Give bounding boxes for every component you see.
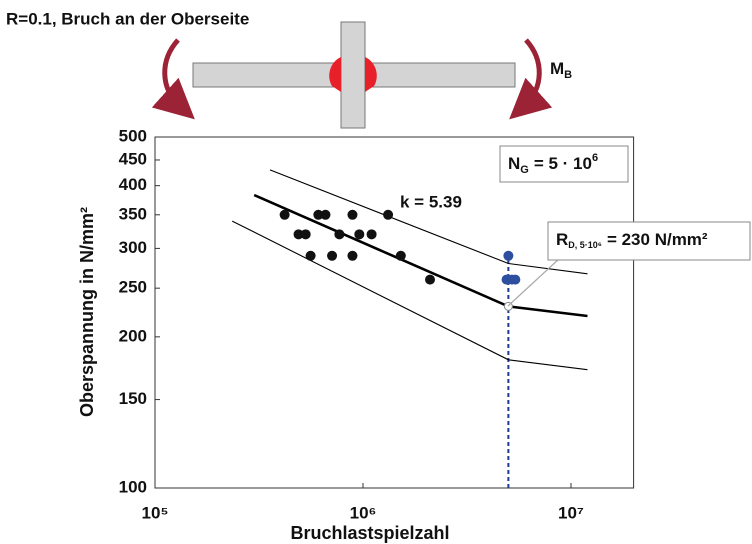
moment-label: MB (550, 59, 572, 80)
y-tick-label: 400 (119, 175, 147, 194)
weld (365, 57, 377, 92)
moment-arrow (151, 38, 195, 120)
ng-box (499, 145, 629, 183)
runout-point (503, 250, 514, 261)
data-point (425, 274, 436, 285)
y-tick-label: 200 (119, 326, 147, 345)
title: R=0.1, Bruch an der Oberseite (6, 9, 249, 28)
data-point (395, 250, 406, 261)
data-point (347, 250, 358, 261)
ng-label: NG = 5 · 106 (508, 152, 598, 176)
leader-line (507, 257, 561, 307)
y-tick-label: 150 (119, 389, 147, 408)
y-tick-label: 350 (119, 204, 147, 223)
y-tick-label: 500 (119, 126, 147, 145)
rd-box (547, 221, 751, 261)
data-point (320, 209, 331, 220)
data-point (366, 229, 377, 240)
data-point (334, 229, 345, 240)
data-point (293, 229, 304, 240)
ng-sup: 6 (592, 152, 598, 164)
y-tick-label: 450 (119, 149, 147, 168)
plot-frame (154, 136, 635, 489)
y-tick-label: 250 (119, 278, 147, 297)
x-axis-title: Bruchlastspielzahl (290, 523, 449, 543)
data-point (305, 250, 316, 261)
rd-main: R (556, 230, 568, 249)
x-tick-label: 10⁶ (350, 503, 377, 522)
rd-sub: D, 5·10⁶ (568, 240, 602, 250)
data-point (383, 209, 394, 220)
data-point (347, 209, 358, 220)
ng-main: N (508, 154, 520, 173)
y-tick-label: 300 (119, 238, 147, 257)
moment-arrow (509, 38, 553, 120)
stiffener (340, 21, 366, 129)
rd-label: RD, 5·10⁶ = 230 N/mm² (556, 230, 708, 250)
sn-curve (269, 169, 588, 275)
x-tick-label: 10⁷ (558, 503, 584, 522)
data-point (279, 209, 290, 220)
sn-curve (253, 193, 588, 318)
moment-sub: B (564, 69, 572, 81)
data-point (327, 250, 338, 261)
data-point (300, 229, 311, 240)
ng-rest: = 5 · 10 (534, 154, 592, 173)
y-tick-label: 100 (119, 477, 147, 496)
weld (329, 57, 341, 92)
x-tick-label: 10⁵ (142, 503, 169, 522)
slope-label: k = 5.39 (400, 192, 462, 211)
data-point (313, 209, 324, 220)
sn-curve (231, 220, 588, 371)
data-point (354, 229, 365, 240)
rd-rest: = 230 N/mm² (607, 230, 708, 249)
moment-main: M (550, 59, 564, 78)
y-axis-title: Oberspannung in N/mm² (77, 207, 97, 417)
runout-point (510, 274, 521, 285)
ng-sub: G (520, 164, 529, 176)
